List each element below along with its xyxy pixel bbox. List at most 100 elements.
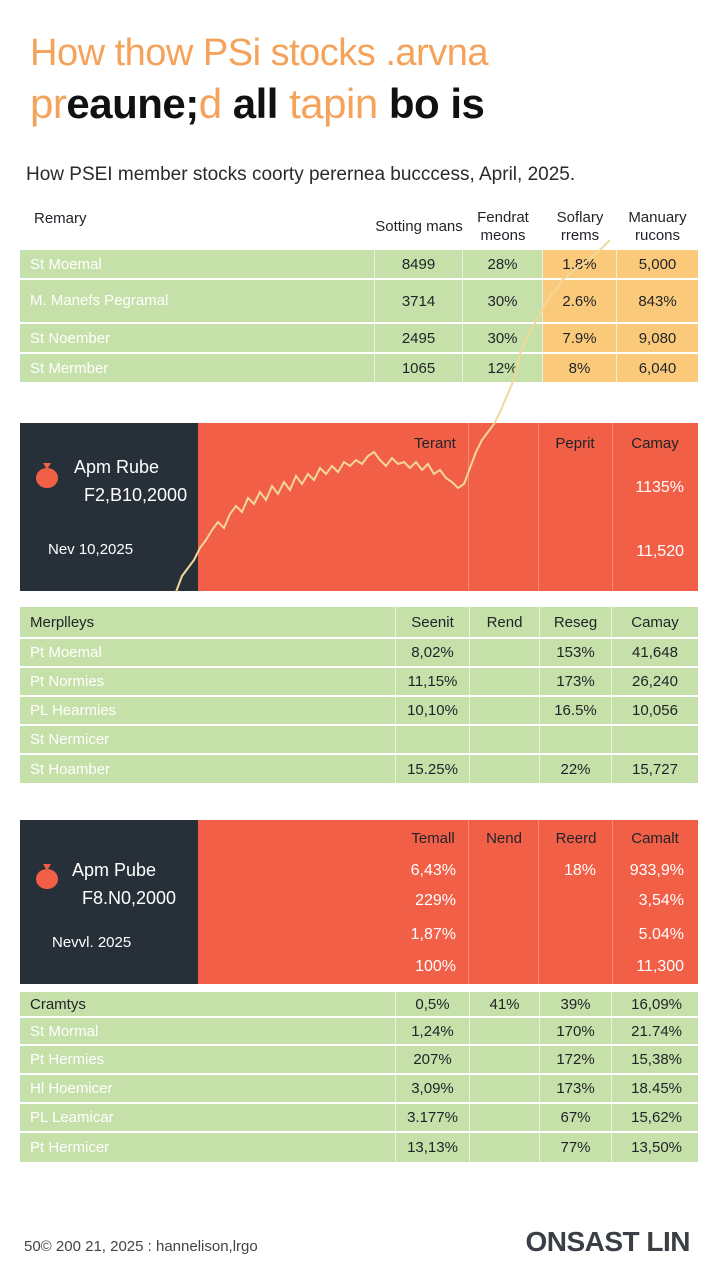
table2-header-cell: Camay — [631, 613, 679, 631]
panel-dark-block — [20, 820, 198, 984]
panel-value: 3,54% — [638, 892, 684, 909]
page-title-line-2: preaune;d all tapin bo is — [30, 80, 485, 128]
row-value: 8,02% — [396, 639, 470, 666]
row-label: St Mermber — [20, 354, 375, 382]
row-value — [470, 726, 540, 753]
page-subtitle: How PSEI member stocks coorty perernea b… — [26, 164, 576, 185]
row-value: 22% — [540, 755, 612, 783]
panel-dark-block — [20, 423, 198, 591]
panel-stock-name: Apm Rube — [74, 457, 160, 477]
row-value: 173% — [540, 668, 612, 695]
row-label: Cramtys — [20, 992, 396, 1016]
table1-header-cell: Sotting mans — [375, 218, 463, 235]
table-row: Hl Hoemicer 3,09% 173% 18.45% — [20, 1075, 698, 1102]
table1-header-cell: Remary — [34, 210, 87, 227]
row-label: Pt Hermies — [20, 1046, 396, 1073]
row-value: 41% — [470, 992, 540, 1016]
row-label: Pt Hermicer — [20, 1133, 396, 1162]
row-value: 41,648 — [632, 644, 678, 661]
table2-header-cell: Merplleys — [20, 607, 396, 637]
row-value: 15,62% — [631, 1109, 682, 1126]
panel-date: Nev 10,2025 — [48, 541, 134, 558]
row-value: 10,056 — [632, 702, 678, 719]
row-value: 3714 — [375, 280, 463, 322]
panel-value: 11,300 — [636, 958, 684, 975]
table-row: PL Hearmies 10,10% 16.5% 10,056 — [20, 697, 698, 724]
row-value: 15.25% — [396, 755, 470, 783]
table2-header-cell: Seenit — [396, 607, 470, 637]
row-label: Hl Hoemicer — [20, 1075, 396, 1102]
panel-value: 229% — [415, 892, 456, 909]
panel-value: 5.04% — [638, 926, 684, 943]
row-value — [470, 1133, 540, 1162]
row-label: St Mormal — [20, 1018, 396, 1044]
table-row: PL Leamicar 3.177% 67% 15,62% — [20, 1104, 698, 1131]
row-value — [396, 726, 470, 753]
column-divider — [612, 820, 613, 984]
feature-panel-2: Temall Nend Reerd Camalt 6,43% 229% 1,87… — [20, 820, 698, 984]
row-value — [470, 1018, 540, 1044]
panel-header: Terant — [414, 435, 456, 452]
column-divider — [612, 423, 613, 591]
row-value — [540, 726, 612, 753]
row-value: 26,240 — [632, 673, 678, 690]
row-label: M. Manefs Pegramal — [20, 280, 375, 322]
row-value — [470, 697, 540, 724]
panel-value: 6,43% — [410, 862, 456, 879]
row-value: 2.6% — [543, 280, 617, 322]
page-title-line-1: How thow PSi stocks .arvna — [30, 32, 488, 74]
row-label: St Moemal — [20, 250, 375, 278]
table2-header: Merplleys Seenit Rend Reseg Camay — [20, 607, 698, 637]
row-value — [470, 639, 540, 666]
panel-header: Peprit — [555, 435, 595, 452]
title-fragment: d — [198, 80, 222, 127]
row-value: 12% — [463, 354, 543, 382]
row-label: PL Hearmies — [20, 697, 396, 724]
row-value: 16,09% — [631, 995, 682, 1013]
row-value: 21.74% — [631, 1022, 682, 1040]
panel-date: Nevvl. 2025 — [52, 934, 132, 951]
row-value: 5,000 — [617, 250, 698, 278]
table1-header-cell: Manuary rucons — [628, 209, 687, 244]
panel-value: 1,87% — [410, 926, 456, 943]
row-value: 7.9% — [543, 324, 617, 352]
panel-header: Camalt — [631, 830, 679, 847]
table-row: St Hoamber 15.25% 22% 15,727 — [20, 755, 698, 783]
row-label: Pt Normies — [20, 668, 396, 695]
table2-header-cell: Rend — [470, 607, 540, 637]
table-row: St Mormal 1,24% 170% 21.74% — [20, 1018, 698, 1044]
table-row: St Nermicer — [20, 726, 698, 753]
title-fragment: all — [221, 80, 290, 127]
row-value: 11,15% — [396, 668, 470, 695]
panel-value: 18% — [563, 862, 596, 879]
row-label: St Noember — [20, 324, 375, 352]
row-value: 1065 — [375, 354, 463, 382]
table1-header-cell: Soflary rrems — [556, 209, 604, 244]
row-value: 77% — [540, 1133, 612, 1162]
row-value — [470, 1046, 540, 1073]
table-row: St Moemal 8499 28% 1.8% 5,000 — [20, 250, 698, 278]
row-value: 153% — [540, 639, 612, 666]
row-value: 8499 — [375, 250, 463, 278]
row-value: 8% — [543, 354, 617, 382]
row-value: 843% — [617, 280, 698, 322]
column-divider — [468, 820, 469, 984]
panel-stock-code: F2,B10,2000 — [84, 485, 188, 505]
table-row: St Noember 2495 30% 7.9% 9,080 — [20, 324, 698, 352]
panel-header: Camay — [631, 435, 679, 452]
column-divider — [538, 820, 539, 984]
row-value: 173% — [540, 1075, 612, 1102]
row-value: 9,080 — [617, 324, 698, 352]
panel-stock-name: Apm Pube — [72, 860, 157, 880]
panel-header: Reerd — [555, 830, 597, 847]
row-label: St Nermicer — [20, 726, 396, 753]
row-value: 170% — [540, 1018, 612, 1044]
table2-header-cell: Reseg — [540, 607, 612, 637]
row-value: 1,24% — [396, 1018, 470, 1044]
panel-value: 933,9% — [629, 862, 684, 879]
row-value: 30% — [463, 324, 543, 352]
row-value: 39% — [540, 992, 612, 1016]
table-row: Pt Normies 11,15% 173% 26,240 — [20, 668, 698, 695]
row-value: 172% — [540, 1046, 612, 1073]
row-value: 0,5% — [396, 992, 470, 1016]
